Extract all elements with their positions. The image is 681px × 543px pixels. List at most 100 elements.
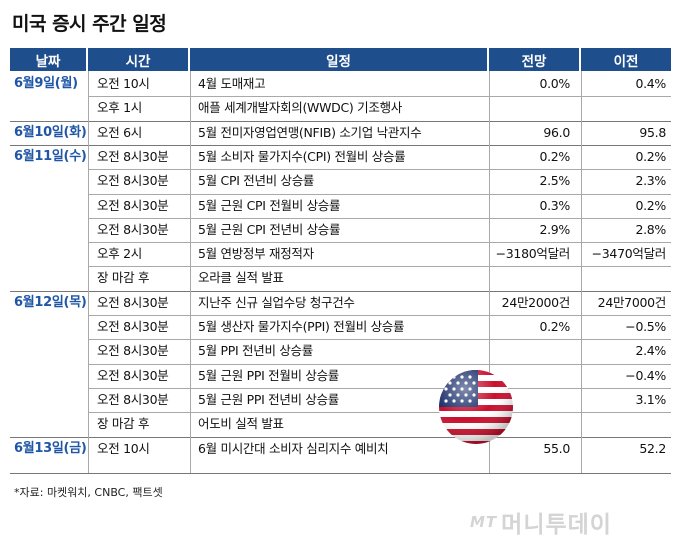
previous-cell: −0.4% [625,367,666,383]
forecast-cell: 0.2% [539,148,570,164]
event-cell: 6월 미시간대 소비자 심리지수 예비치 [198,440,389,456]
event-cell: 5월 연방정부 재정적자 [198,246,314,262]
date-cell: 6월10일(화) [14,124,87,140]
row-divider [88,266,671,268]
page-title: 미국 증시 주간 일정 [12,13,167,35]
event-cell: 5월 근원 CPI 전월비 상승률 [198,197,341,213]
column-divider [581,71,582,473]
forecast-cell: 55.0 [543,440,570,456]
previous-cell: 3.1% [635,391,666,407]
time-cell: 오전 8시30분 [97,319,169,334]
time-cell: 오전 8시30분 [97,367,169,383]
time-cell: 오후 1시 [97,100,142,116]
row-divider [10,120,671,122]
event-cell: 5월 PPI 전년비 상승률 [198,343,313,359]
date-cell: 6월11일(수) [14,148,87,164]
table-row: 오전 8시30분 5월 근원 CPI 전월비 상승률 0.3% 0.2% [0,193,681,218]
header-time: 시간 [88,48,188,71]
table-row: 장 마감 후 오라클 실적 발표 [0,266,681,290]
previous-cell: 0.2% [635,197,666,213]
time-cell: 오전 8시30분 [97,173,169,189]
table-row: 6월10일(화) 오전 6시 5월 전미자영업연맹(NFIB) 소기업 낙관지수 96… [0,120,681,145]
event-cell: 어도비 실적 발표 [198,416,284,432]
column-divider [190,71,191,473]
time-cell: 오전 10시 [97,440,150,456]
row-divider [10,144,671,146]
table-row: 6월11일(수) 오전 8시30분 5월 소비자 물가지수(CPI) 전월비 상승률… [0,144,681,169]
row-divider [88,315,671,316]
event-cell: 지난주 신규 실업수당 청구건수 [198,294,355,310]
event-cell: 5월 CPI 전년비 상승률 [198,173,315,189]
table-row: 6월13일(금) 오전 10시 6월 미시간대 소비자 심리지수 예비치 55.0 52… [0,436,681,461]
event-cell: 애플 세계개발자회의(WWDC) 기조행사 [198,100,402,116]
forecast-cell: 0.0% [539,76,570,91]
header-forecast: 전망 [489,48,579,71]
row-divider [88,217,671,219]
previous-cell: 0.2% [635,148,666,164]
forecast-cell: 0.3% [539,197,570,213]
forecast-cell: 24만2000건 [501,294,571,310]
event-cell: 5월 소비자 물가지수(CPI) 전월비 상승률 [198,148,406,164]
row-divider [88,387,671,389]
time-cell: 오후 2시 [97,246,142,262]
row-divider [88,339,671,341]
time-cell: 오전 8시30분 [97,197,169,213]
previous-cell: 52.2 [639,440,666,456]
header-event: 일정 [190,48,487,71]
date-cell: 6월12일(목) [14,294,87,310]
table-row: 6월9일(월) 오전 10시 4월 도매재고 0.0% 0.4% [0,72,681,96]
forecast-cell: 96.0 [543,124,570,140]
time-cell: 오전 8시30분 [97,148,169,164]
time-cell: 오전 8시30분 [97,221,169,237]
event-cell: 5월 근원 PPI 전년비 상승률 [198,391,340,407]
table-row: 오전 8시30분 5월 생산자 물가지수(PPI) 전월비 상승률 0.2% −0.5… [0,315,681,339]
time-cell: 장 마감 후 [97,270,150,286]
table-row: 오전 8시30분 5월 CPI 전년비 상승률 2.5% 2.3% [0,169,681,193]
event-cell: 5월 생산자 물가지수(PPI) 전월비 상승률 [198,319,405,334]
forecast-cell: 0.2% [539,319,570,334]
table-row: 오후 2시 5월 연방정부 재정적자 −3180억달러 −3470억달러 [0,242,681,266]
table-row: 장 마감 후 어도비 실적 발표 [0,412,681,436]
watermark-text: 머니투데이 [501,512,612,538]
row-divider [10,290,671,292]
row-divider [88,363,671,365]
date-cell: 6월13일(금) [14,440,87,456]
row-divider [88,169,671,171]
forecast-cell: 2.9% [539,221,570,237]
column-divider [489,71,490,473]
table-row: 오후 1시 애플 세계개발자회의(WWDC) 기조행사 [0,96,681,120]
time-cell: 오전 8시30분 [97,343,169,359]
date-cell: 6월9일(월) [14,76,78,91]
forecast-cell: −3180억달러 [495,246,571,262]
previous-cell: 0.4% [635,76,666,91]
previous-cell: −3470억달러 [591,246,667,262]
table-row: 오전 8시30분 5월 근원 CPI 전년비 상승률 2.9% 2.8% [0,217,681,242]
time-cell: 장 마감 후 [97,416,150,432]
time-cell: 오전 8시30분 [97,294,169,310]
table-row: 오전 8시30분 5월 근원 PPI 전월비 상승률 −0.4% [0,363,681,388]
row-divider [10,436,671,438]
forecast-cell: 2.5% [539,173,570,189]
time-cell: 오전 10시 [97,76,150,91]
time-cell: 오전 6시 [97,124,142,140]
row-divider [88,412,671,414]
previous-cell: 2.8% [635,221,666,237]
table-row: 6월12일(목) 오전 8시30분 지난주 신규 실업수당 청구건수 24만2000건… [0,290,681,315]
table-row: 오전 8시30분 5월 근원 PPI 전년비 상승률 3.1% [0,387,681,412]
previous-cell: 24만7000건 [597,294,667,310]
row-divider [88,242,671,244]
event-cell: 오라클 실적 발표 [198,270,284,286]
us-flag-icon [439,370,513,444]
time-cell: 오전 8시30분 [97,391,169,407]
table-bottom-border [10,473,671,474]
event-cell: 5월 전미자영업연맹(NFIB) 소기업 낙관지수 [198,124,422,140]
previous-cell: 2.4% [635,343,666,359]
watermark-logo: MT [470,513,498,531]
event-cell: 5월 근원 CPI 전년비 상승률 [198,221,341,237]
previous-cell: −0.5% [625,319,666,334]
header-date: 날짜 [10,48,86,71]
event-cell: 4월 도매재고 [198,76,266,91]
row-divider [88,96,671,98]
column-divider [88,71,89,473]
row-divider [88,193,671,195]
